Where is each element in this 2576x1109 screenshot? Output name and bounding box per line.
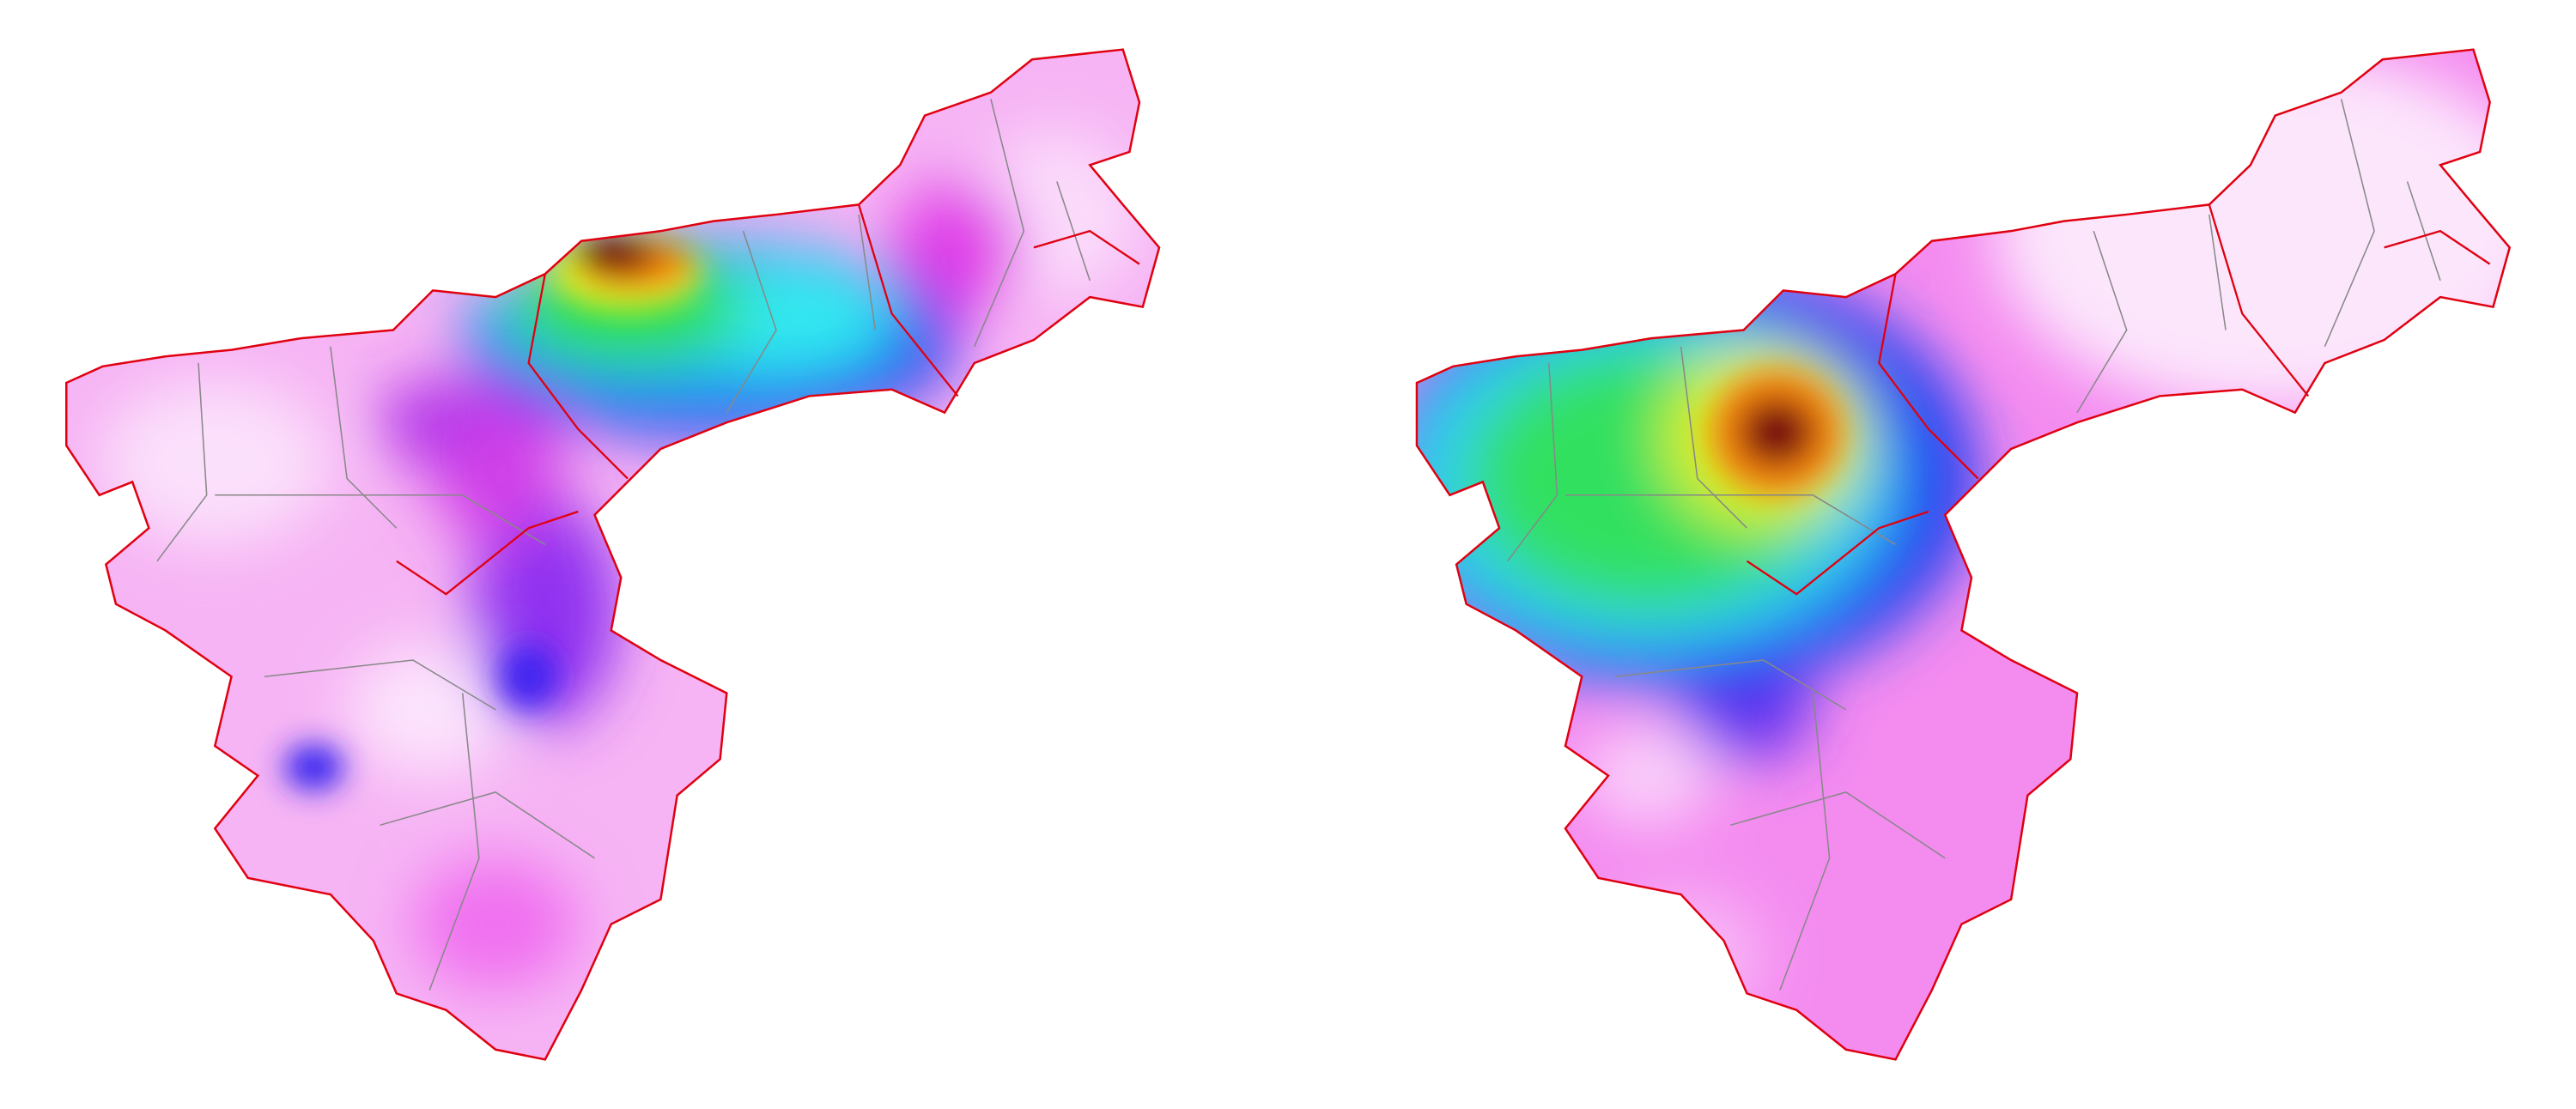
- left-map: [65, 48, 1161, 1061]
- province-borders: [1746, 204, 2491, 596]
- right-map: [1415, 48, 2511, 1061]
- right-heat-layer: [1416, 49, 2510, 1060]
- left-heat-layer: [66, 49, 1160, 1060]
- province-borders: [396, 204, 1140, 596]
- district-borders: [156, 99, 1091, 991]
- district-borders: [1507, 99, 2441, 991]
